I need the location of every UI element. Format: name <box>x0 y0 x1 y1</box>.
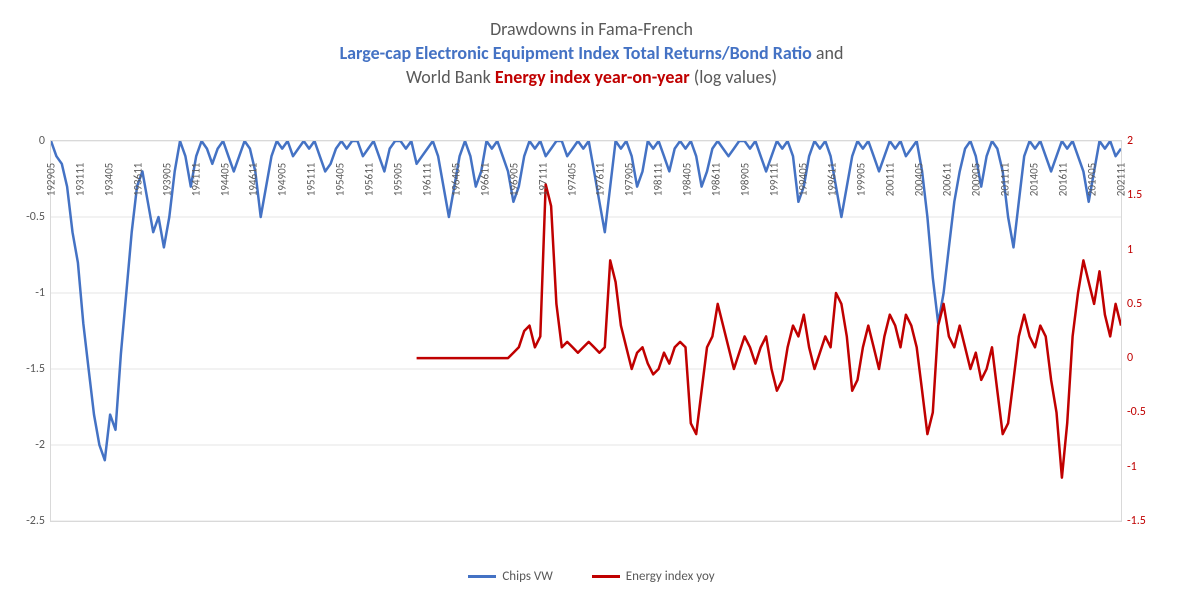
y-right-tick: -1.5 <box>1121 514 1146 528</box>
x-tick: 195405 <box>334 163 347 196</box>
x-tick: 198905 <box>739 163 752 196</box>
x-tick: 198111 <box>652 163 665 196</box>
title-line3-pre: World Bank <box>406 66 495 88</box>
x-tick: 199111 <box>767 163 780 196</box>
x-tick: 200111 <box>883 163 896 196</box>
y-right-tick: 1 <box>1121 243 1133 257</box>
title-line2-post: and <box>812 42 844 64</box>
x-tick: 197405 <box>565 163 578 196</box>
x-tick: 196405 <box>449 163 462 196</box>
x-tick: 195611 <box>363 163 376 196</box>
legend: Chips VW Energy index yoy <box>0 569 1183 584</box>
x-tick: 193405 <box>102 163 115 196</box>
x-tick: 198405 <box>681 163 694 196</box>
y-right-tick: 0.5 <box>1121 297 1142 311</box>
x-tick: 193905 <box>160 163 173 196</box>
x-tick: 200405 <box>912 163 925 196</box>
y-right-tick: 2 <box>1121 134 1133 148</box>
x-tick: 195905 <box>392 163 405 196</box>
x-tick: 196905 <box>507 163 520 196</box>
y-right-tick: 0 <box>1121 351 1133 365</box>
x-tick: 199611 <box>825 163 838 196</box>
x-tick: 197905 <box>623 163 636 196</box>
x-tick: 196111 <box>420 163 433 196</box>
y-left-tick: -2 <box>35 438 51 452</box>
x-tick: 200905 <box>970 163 983 196</box>
legend-swatch-energy <box>592 575 620 578</box>
legend-item-chips: Chips VW <box>468 569 552 584</box>
x-tick: 196611 <box>478 163 491 196</box>
x-tick: 192905 <box>45 163 58 196</box>
x-tick: 194405 <box>218 163 231 196</box>
y-left-tick: -2.5 <box>26 514 51 528</box>
title-line3-post: (log values) <box>690 66 777 88</box>
x-tick: 201905 <box>1086 163 1099 196</box>
y-left-tick: 0 <box>39 134 51 148</box>
title-line3-red: Energy index year-on-year <box>495 66 690 88</box>
chart-title: Drawdowns in Fama-French Large-cap Elect… <box>0 18 1183 89</box>
x-tick: 194611 <box>247 163 260 196</box>
title-line2-blue: Large-cap Electronic Equipment Index Tot… <box>340 42 812 64</box>
plot-svg <box>51 141 1121 521</box>
x-tick: 200611 <box>941 163 954 196</box>
y-left-tick: -1 <box>35 286 51 300</box>
legend-label-energy: Energy index yoy <box>626 569 715 584</box>
plot-area: -2.5-2-1.5-1-0.50-1.5-1-0.500.511.521929… <box>50 140 1122 522</box>
x-tick: 201405 <box>1028 163 1041 196</box>
x-tick: 194905 <box>276 163 289 196</box>
x-tick: 202111 <box>1115 163 1128 196</box>
x-tick: 199905 <box>854 163 867 196</box>
x-tick: 197111 <box>536 163 549 196</box>
x-tick: 201611 <box>1057 163 1070 196</box>
x-tick: 199405 <box>796 163 809 196</box>
chart-container: Drawdowns in Fama-French Large-cap Elect… <box>0 0 1183 594</box>
x-tick: 201111 <box>999 163 1012 196</box>
legend-swatch-chips <box>468 575 496 578</box>
title-line1: Drawdowns in Fama-French <box>490 18 693 40</box>
x-tick: 193111 <box>73 163 86 196</box>
legend-label-chips: Chips VW <box>502 569 552 584</box>
y-left-tick: -0.5 <box>26 210 51 224</box>
y-right-tick: -0.5 <box>1121 405 1146 419</box>
x-tick: 194111 <box>189 163 202 196</box>
x-tick: 195111 <box>305 163 318 196</box>
x-tick: 197611 <box>594 163 607 196</box>
legend-item-energy: Energy index yoy <box>592 569 715 584</box>
y-right-tick: -1 <box>1121 460 1137 474</box>
y-left-tick: -1.5 <box>26 362 51 376</box>
x-tick: 198611 <box>710 163 723 196</box>
x-tick: 193611 <box>131 163 144 196</box>
